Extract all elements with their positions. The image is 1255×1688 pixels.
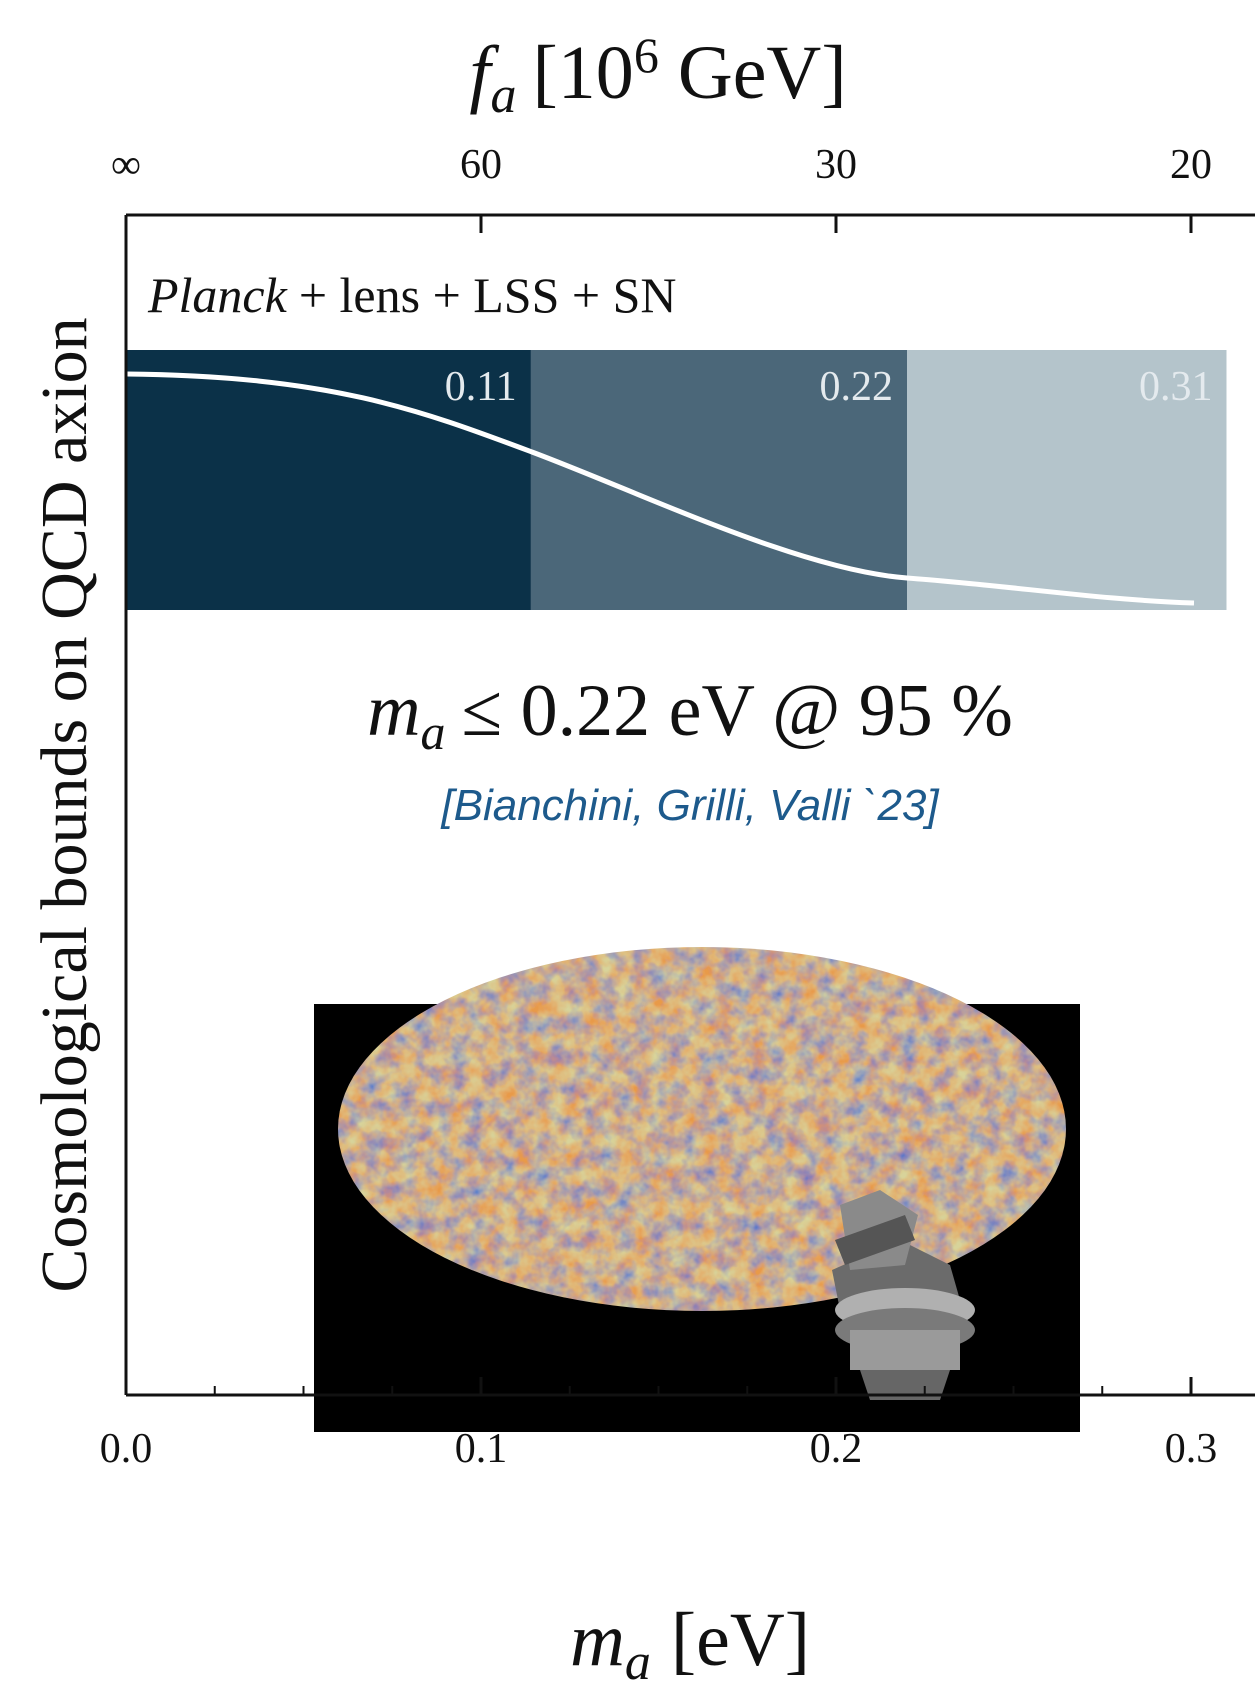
result: ma ≤ 0.22 eV @ 95 % xyxy=(367,670,1013,760)
x2-tick-label: 20 xyxy=(1170,142,1212,188)
annotation-part: Planck xyxy=(147,267,288,323)
y-axis-label: Cosmological bounds on QCD axion xyxy=(28,317,101,1292)
label-part: a xyxy=(491,67,517,124)
annotation: Planck+ lens + LSS + SN xyxy=(147,267,677,323)
result-part: m xyxy=(367,670,420,752)
x2-tick-label: 30 xyxy=(815,142,857,188)
bars xyxy=(126,350,1227,610)
annotation-part: + lens + LSS + SN xyxy=(299,267,677,323)
label-part: m xyxy=(570,1598,625,1682)
x2-tick-label: 60 xyxy=(460,142,502,188)
x2-tick-label: ∞ xyxy=(111,142,141,188)
x-tick-label: 0.2 xyxy=(810,1426,863,1472)
x-tick-label: 0.0 xyxy=(100,1426,153,1472)
value-label: 0.22 xyxy=(820,364,894,410)
x-axis-label: ma [eV] xyxy=(570,1598,810,1688)
value-label: 0.11 xyxy=(445,364,517,410)
cmb-picture xyxy=(314,947,1080,1432)
cmb-map xyxy=(338,947,1066,1311)
label-part: [eV] xyxy=(671,1598,810,1682)
label-part: 6 xyxy=(634,27,659,83)
label-part: GeV] xyxy=(659,31,847,115)
x-tick-label: 0.1 xyxy=(455,1426,508,1472)
x-tick-label: 0.3 xyxy=(1165,1426,1218,1472)
label-part: a xyxy=(625,1634,651,1688)
value-label: 0.31 xyxy=(1139,364,1213,410)
label-part: [10 xyxy=(533,31,634,115)
chart: fa[106 GeV] ma[eV] Cosmological bounds o… xyxy=(0,0,1255,1688)
x2-axis-label: fa[106 GeV] xyxy=(469,27,846,124)
citation: [Bianchini, Grilli, Valli `23] xyxy=(440,781,940,830)
result-part: ≤ 0.22 eV @ 95 % xyxy=(462,670,1013,752)
result-part: a xyxy=(421,704,446,760)
